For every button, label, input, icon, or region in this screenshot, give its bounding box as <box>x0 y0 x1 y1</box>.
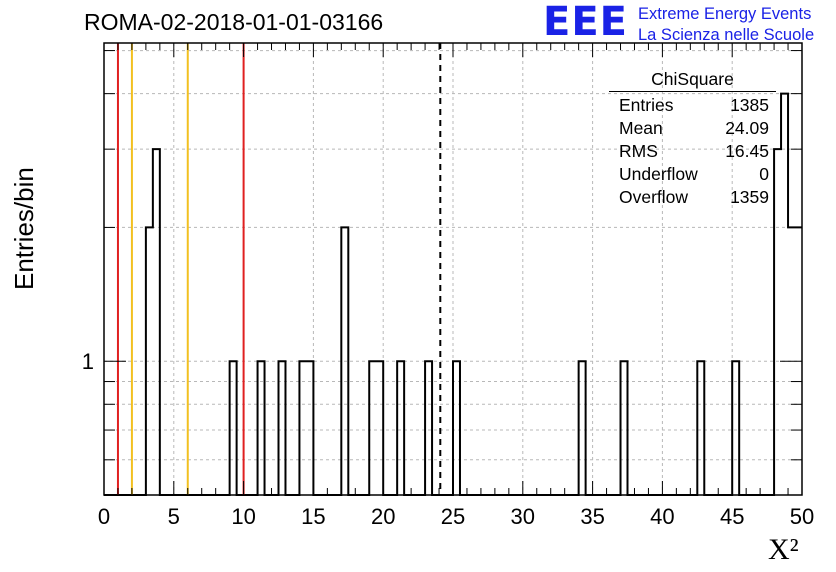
stats-label: Overflow <box>619 187 689 207</box>
x-tick-label: 50 <box>790 504 814 529</box>
x-tick-label: 35 <box>580 504 604 529</box>
x-tick-label: 0 <box>98 504 110 529</box>
stats-box: ChiSquare Entries 1385 Mean 24.09 RMS 16… <box>609 68 776 209</box>
logo-line-2: La Scienza nelle Scuole <box>638 26 815 44</box>
stats-row-mean: Mean 24.09 <box>609 117 776 140</box>
x-axis-title: X² <box>768 533 799 566</box>
x-tick-label: 10 <box>231 504 255 529</box>
stats-value: 1385 <box>730 95 769 115</box>
x-tick-label: 45 <box>720 504 744 529</box>
x-tick-label: 5 <box>168 504 180 529</box>
logo-text: Extreme Energy Events La Scienza nelle S… <box>638 4 814 46</box>
tick-labels: 0 5 10 15 20 25 30 35 40 45 50 1 <box>82 349 814 529</box>
x-tick-label: 20 <box>371 504 395 529</box>
page-title: ROMA-02-2018-01-01-03166 <box>84 9 384 35</box>
histogram-bin <box>781 94 788 495</box>
x-tick-label: 40 <box>650 504 674 529</box>
logo-mark: EEE <box>543 0 628 45</box>
stats-label: RMS <box>619 141 658 161</box>
stats-row-underflow: Underflow 0 <box>609 163 776 186</box>
stats-value: 1359 <box>730 187 769 207</box>
stats-label: Underflow <box>619 164 698 184</box>
stats-label: Mean <box>619 118 663 138</box>
eee-logo: EEE Extreme Energy Events La Scienza nel… <box>543 0 814 45</box>
stats-value: 16.45 <box>725 141 769 161</box>
x-tick-label: 30 <box>511 504 535 529</box>
stats-row-entries: Entries 1385 <box>609 94 776 117</box>
x-tick-label: 25 <box>441 504 465 529</box>
stats-label: Entries <box>619 95 674 115</box>
histogram-bin <box>153 149 160 495</box>
logo-line-1: Extreme Energy Events <box>638 5 812 23</box>
stats-title: ChiSquare <box>609 68 776 92</box>
stats-row-overflow: Overflow 1359 <box>609 186 776 209</box>
x-tick-label: 15 <box>301 504 325 529</box>
stats-row-rms: RMS 16.45 <box>609 140 776 163</box>
stats-value: 0 <box>759 164 769 184</box>
reference-lines <box>116 43 442 495</box>
y-tick-label: 1 <box>82 349 94 374</box>
axis-ticks <box>103 43 803 495</box>
stats-value: 24.09 <box>725 118 769 138</box>
